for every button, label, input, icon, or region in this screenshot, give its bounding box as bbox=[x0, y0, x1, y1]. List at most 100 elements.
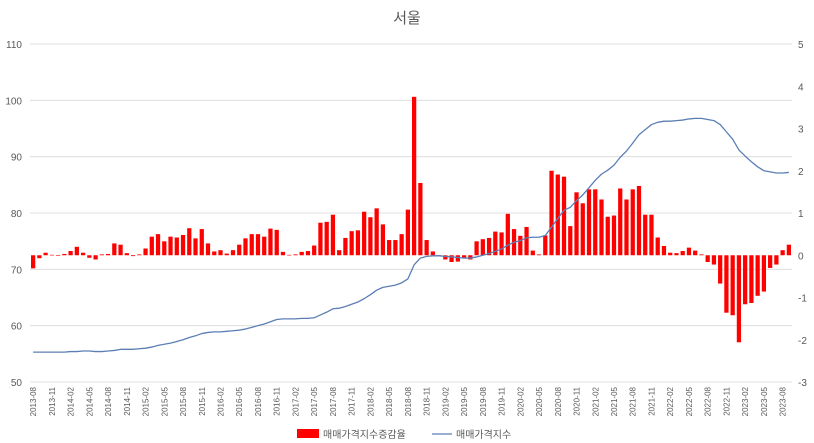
x-tick-label: 2023-08 bbox=[779, 386, 788, 416]
bar bbox=[262, 236, 267, 256]
x-tick-label: 2017-08 bbox=[329, 386, 338, 416]
bar bbox=[430, 251, 435, 256]
x-tick-label: 2015-02 bbox=[142, 386, 151, 416]
y-left-tick-label: 110 bbox=[6, 40, 22, 51]
bar bbox=[287, 254, 292, 256]
bar bbox=[536, 254, 542, 256]
y-right-tick-label: 2 bbox=[798, 167, 804, 178]
y-left-tick-label: 100 bbox=[5, 96, 22, 107]
bar bbox=[611, 215, 617, 256]
bar bbox=[149, 236, 154, 256]
x-tick-label: 2016-02 bbox=[217, 386, 226, 416]
bar bbox=[543, 235, 548, 256]
x-tick-label: 2018-02 bbox=[366, 386, 375, 416]
bar bbox=[362, 211, 367, 256]
y-left-tick-label: 70 bbox=[11, 265, 23, 276]
bar bbox=[155, 234, 161, 256]
bar bbox=[761, 255, 767, 292]
x-tick-label: 2021-05 bbox=[610, 386, 619, 416]
bar bbox=[455, 255, 460, 262]
bar bbox=[580, 203, 585, 256]
bar bbox=[199, 229, 204, 256]
x-tick-label: 2022-02 bbox=[666, 386, 675, 416]
bar bbox=[405, 209, 410, 256]
bar bbox=[268, 228, 273, 256]
bar bbox=[586, 189, 592, 256]
bar bbox=[374, 208, 379, 256]
bar bbox=[505, 213, 510, 256]
x-tick-label: 2016-11 bbox=[273, 386, 282, 415]
x-tick-label: 2013-11 bbox=[48, 386, 57, 415]
bar bbox=[187, 228, 192, 256]
bar bbox=[243, 238, 248, 256]
bar bbox=[237, 244, 242, 256]
gridlines bbox=[30, 43, 792, 383]
x-tick-label: 2019-02 bbox=[441, 386, 450, 416]
bar bbox=[724, 255, 729, 313]
x-tick-label: 2017-11 bbox=[348, 386, 357, 415]
bar bbox=[387, 240, 392, 256]
y-left-tick-label: 80 bbox=[11, 209, 23, 220]
bar bbox=[299, 251, 304, 256]
bar bbox=[143, 248, 148, 256]
bar bbox=[561, 176, 567, 256]
bar bbox=[318, 222, 323, 256]
x-tick-label: 2020-08 bbox=[554, 386, 563, 416]
bar bbox=[212, 251, 217, 256]
bar bbox=[524, 226, 529, 256]
bar bbox=[249, 234, 254, 256]
x-tick-label: 2014-02 bbox=[67, 386, 76, 416]
bar bbox=[780, 250, 785, 256]
bar bbox=[711, 255, 717, 265]
legend-bar-swatch bbox=[297, 429, 319, 438]
x-tick-label: 2020-05 bbox=[535, 386, 544, 416]
x-tick-label: 2015-11 bbox=[198, 386, 207, 415]
line-series bbox=[33, 117, 789, 353]
chart-title: 서울 bbox=[393, 9, 421, 27]
bar bbox=[443, 255, 448, 260]
bar bbox=[174, 237, 179, 256]
bar bbox=[137, 254, 142, 256]
bar bbox=[330, 214, 336, 256]
x-tick-label: 2016-05 bbox=[235, 386, 244, 416]
x-tick-label: 2022-08 bbox=[704, 386, 713, 416]
y-right-tick-label: 4 bbox=[798, 82, 804, 93]
bar bbox=[593, 189, 598, 256]
x-tick-label: 2017-02 bbox=[291, 386, 300, 416]
bar bbox=[99, 254, 104, 256]
bar bbox=[699, 254, 704, 256]
bar bbox=[730, 255, 735, 316]
bar bbox=[280, 251, 286, 256]
bar bbox=[205, 243, 211, 256]
bar bbox=[218, 250, 223, 256]
bar bbox=[305, 251, 311, 256]
bar bbox=[693, 250, 698, 256]
bar bbox=[774, 255, 779, 265]
bar bbox=[549, 170, 554, 256]
x-tick-label: 2015-05 bbox=[160, 386, 169, 416]
x-tick-label: 2018-08 bbox=[404, 386, 413, 416]
bar bbox=[31, 255, 36, 269]
bar bbox=[661, 245, 667, 256]
bar bbox=[112, 243, 117, 256]
legend-bar-label: 매매가격지수증감율 bbox=[323, 428, 406, 441]
bar bbox=[93, 255, 98, 260]
bar bbox=[599, 199, 604, 256]
x-tick-label: 2013-08 bbox=[29, 386, 38, 416]
bar bbox=[274, 229, 279, 256]
y-right-tick-label: 5 bbox=[798, 40, 804, 51]
bar bbox=[168, 236, 173, 256]
bar bbox=[399, 234, 404, 256]
bar bbox=[618, 188, 623, 256]
bar bbox=[486, 237, 492, 256]
x-tick-label: 2019-08 bbox=[479, 386, 488, 416]
x-tick-label: 2018-05 bbox=[385, 386, 394, 416]
bar bbox=[105, 253, 111, 256]
bar bbox=[643, 214, 648, 256]
bar bbox=[786, 244, 791, 256]
y-right-tick-label: 0 bbox=[798, 251, 804, 262]
bar bbox=[37, 255, 42, 259]
bar bbox=[649, 214, 654, 256]
x-tick-label: 2023-05 bbox=[760, 386, 769, 416]
